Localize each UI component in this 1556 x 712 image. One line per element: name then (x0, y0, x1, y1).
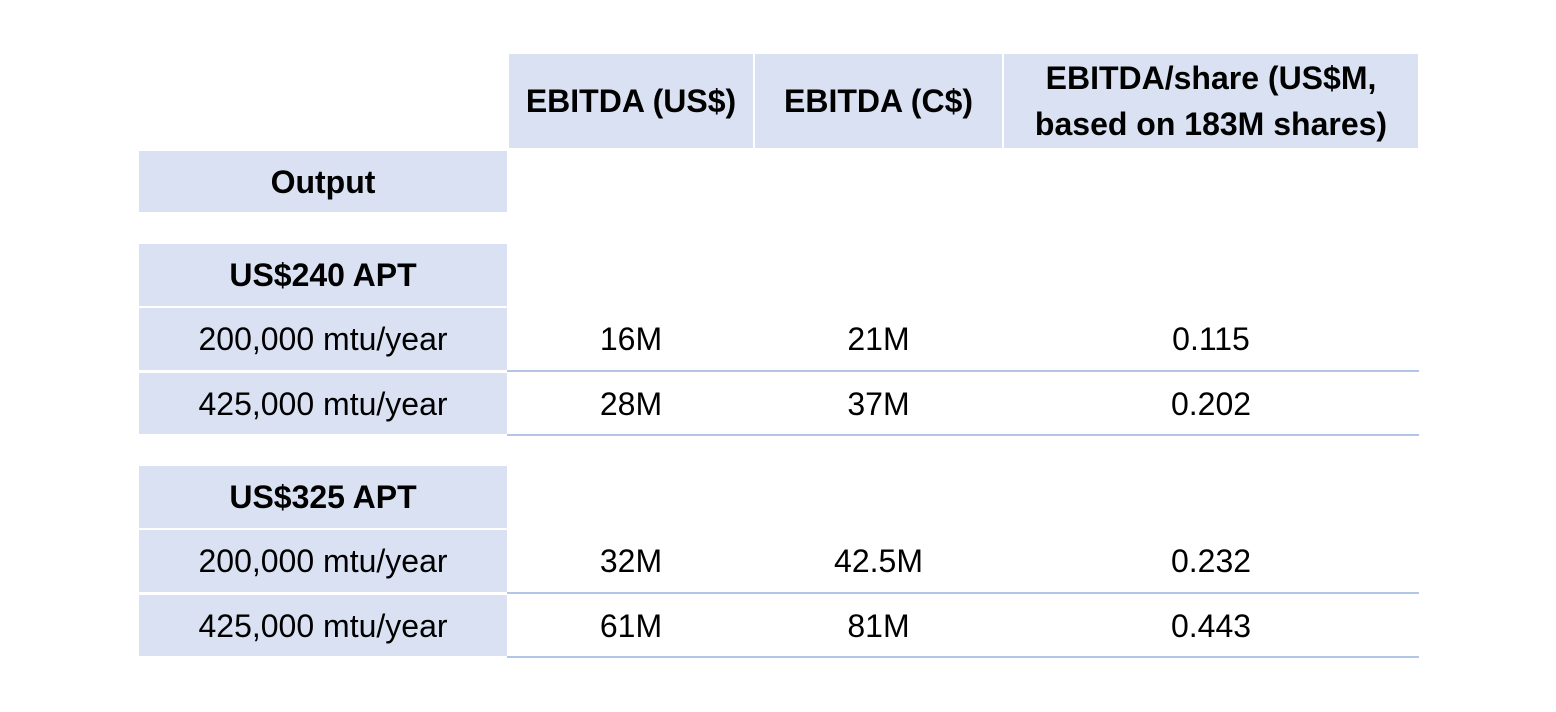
header-ebitda-per-share: EBITDA/share (US$M, based on 183M shares… (1004, 54, 1418, 148)
section-label-apt-325: US$325 APT (139, 466, 507, 528)
row-label: 425,000 mtu/year (139, 595, 507, 656)
cell-ebitda-per-share: 0.202 (1170, 385, 1252, 422)
section-label-apt-240: US$240 APT (139, 244, 507, 306)
cell-ebitda-cad: 81M (847, 607, 910, 644)
row-label: 425,000 mtu/year (139, 373, 507, 434)
cell-ebitda-per-share: 0.443 (1170, 607, 1252, 644)
header-ebitda-usd: EBITDA (US$) (509, 54, 753, 148)
cell-ebitda-cad: 21M (847, 321, 910, 357)
row-divider (507, 370, 1419, 372)
cell-ebitda-per-share: 0.115 (1172, 321, 1250, 357)
output-label: Output (139, 151, 507, 212)
cell-ebitda-usd: 61M (599, 607, 663, 644)
header-ebitda-cad: EBITDA (C$) (755, 54, 1002, 148)
cell-ebitda-cad: 37M (847, 385, 910, 422)
row-divider (507, 434, 1419, 436)
cell-ebitda-usd: 28M (599, 385, 663, 422)
cell-ebitda-usd: 32M (599, 543, 663, 579)
cell-ebitda-usd: 16M (599, 321, 663, 357)
row-label: 200,000 mtu/year (139, 308, 507, 370)
row-divider (507, 592, 1419, 594)
cell-ebitda-cad: 42.5M (834, 543, 923, 579)
row-label: 200,000 mtu/year (139, 530, 507, 592)
cell-ebitda-per-share: 0.232 (1170, 543, 1252, 579)
row-divider (507, 656, 1419, 658)
